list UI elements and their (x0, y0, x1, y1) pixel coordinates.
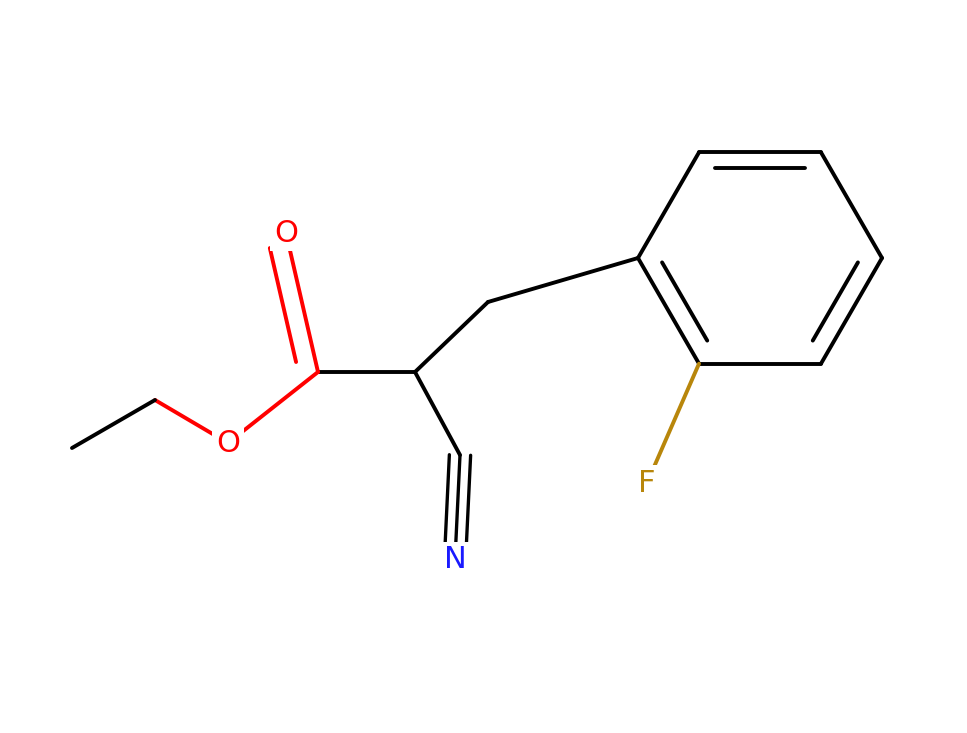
Text: O: O (216, 429, 240, 457)
Text: O: O (274, 218, 298, 248)
Text: F: F (638, 468, 656, 498)
Text: N: N (444, 545, 466, 575)
